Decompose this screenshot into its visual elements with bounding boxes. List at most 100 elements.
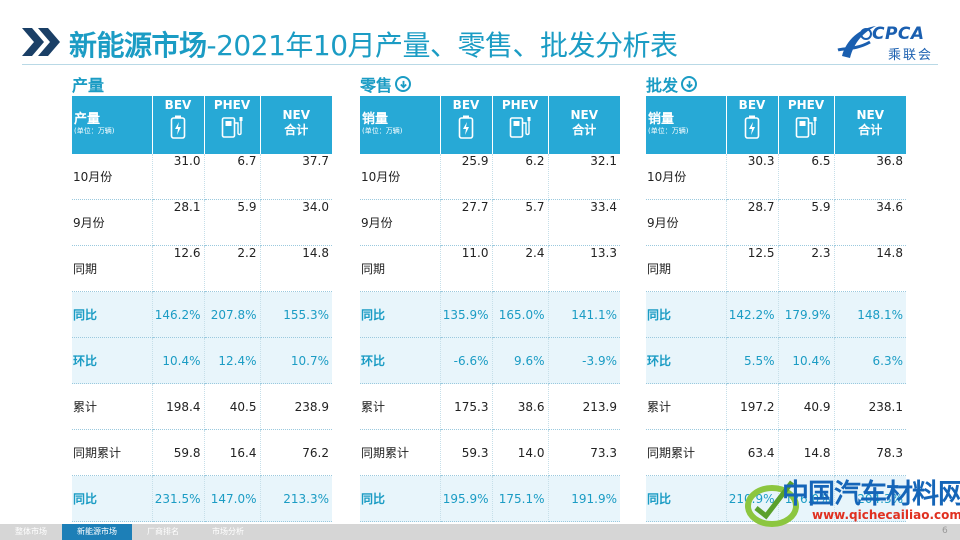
row-label: 同期 <box>646 245 727 292</box>
row-label: 同比 <box>646 291 727 338</box>
cell-phev: 6.7 <box>204 154 261 200</box>
table-row: 累计 197.2 40.9 238.1 <box>646 383 906 430</box>
cell-nev: 76.2 <box>260 429 332 476</box>
footer-tab-nev[interactable]: 新能源市场 <box>62 524 132 540</box>
row-label: 环比 <box>72 337 153 384</box>
cell-nev: 213.9 <box>548 383 620 430</box>
row-label: 同比 <box>72 291 153 338</box>
footer-tab-overall[interactable]: 整体市场 <box>15 527 47 536</box>
cell-nev: 73.3 <box>548 429 620 476</box>
logo-subtext: 乘联会 <box>888 48 934 63</box>
cell-bev: 11.0 <box>440 245 493 292</box>
cell-nev: 204.3% <box>834 475 906 522</box>
cell-phev: 12.4% <box>204 337 261 384</box>
cell-bev: 197.2 <box>726 383 779 430</box>
cell-phev: 5.7 <box>492 199 549 246</box>
cell-nev: 141.1% <box>548 291 620 338</box>
title-divider <box>22 64 938 65</box>
page-number: 6 <box>942 526 948 536</box>
table-row: 同期 11.0 2.4 13.3 <box>360 245 620 292</box>
cell-nev: 191.9% <box>548 475 620 522</box>
cell-phev: 16.4 <box>204 429 261 476</box>
watermark-swoosh-icon <box>745 480 799 527</box>
table-row: 10月份 30.3 6.5 36.8 <box>646 154 906 200</box>
table-row: 9月份 28.7 5.9 34.6 <box>646 199 906 246</box>
row-label: 累计 <box>646 383 727 430</box>
title-bar: 新能源市场-2021年10月产量、零售、批发分析表 <box>22 18 942 70</box>
cell-phev: 147.0% <box>204 475 261 522</box>
table-row: 同比 210.9% 176.0% 204.3% <box>646 475 906 522</box>
cell-nev: 13.3 <box>548 245 620 292</box>
double-chevron-icon <box>22 28 60 56</box>
table-row: 同比 135.9% 165.0% 141.1% <box>360 291 620 338</box>
cell-bev: 25.9 <box>440 154 493 200</box>
cell-bev: 63.4 <box>726 429 779 476</box>
row-label: 环比 <box>646 337 727 384</box>
cell-bev: -6.6% <box>440 337 493 384</box>
arrow-down-circle-icon <box>395 76 412 92</box>
table-row: 同比 231.5% 147.0% 213.3% <box>72 475 332 522</box>
row-label: 10月份 <box>72 154 153 200</box>
table-row: 同比 146.2% 207.8% 155.3% <box>72 291 332 338</box>
cell-nev: 148.1% <box>834 291 906 338</box>
corner-header: 产量 (单位：万辆) <box>72 96 153 154</box>
cell-nev: 238.9 <box>260 383 332 430</box>
cell-phev: 5.9 <box>204 199 261 246</box>
cell-nev: 14.8 <box>834 245 906 292</box>
cell-phev: 165.0% <box>492 291 549 338</box>
section-title-retail: 零售 <box>360 72 412 96</box>
cell-bev: 59.3 <box>440 429 493 476</box>
row-label: 累计 <box>360 383 441 430</box>
cell-phev: 176.0% <box>778 475 835 522</box>
cell-phev: 40.5 <box>204 383 261 430</box>
row-label: 环比 <box>360 337 441 384</box>
cell-nev: 14.8 <box>260 245 332 292</box>
cell-nev: 238.1 <box>834 383 906 430</box>
charging-plug-icon <box>221 117 243 138</box>
table-row: 同比 142.2% 179.9% 148.1% <box>646 291 906 338</box>
cell-nev: 10.7% <box>260 337 332 384</box>
cell-bev: 12.5 <box>726 245 779 292</box>
table-row: 9月份 28.1 5.9 34.0 <box>72 199 332 246</box>
corner-header: 销量 (单位：万辆) <box>646 96 727 154</box>
cell-bev: 210.9% <box>726 475 779 522</box>
cell-bev: 135.9% <box>440 291 493 338</box>
cell-bev: 31.0 <box>152 154 205 200</box>
row-label: 同期累计 <box>72 429 153 476</box>
row-label: 9月份 <box>360 199 441 246</box>
cell-phev: 9.6% <box>492 337 549 384</box>
charging-plug-icon <box>795 117 817 138</box>
row-label: 9月份 <box>72 199 153 246</box>
table-row: 同期 12.5 2.3 14.8 <box>646 245 906 292</box>
wholesale-table: 销量 (单位：万辆) BEV PHEV NEV 合计 10月份 30.3 6.5 36.8 9月份 2… <box>646 96 906 522</box>
table-row: 同比 195.9% 175.1% 191.9% <box>360 475 620 522</box>
row-label: 同比 <box>646 475 727 522</box>
table-row: 同期累计 59.3 14.0 73.3 <box>360 429 620 476</box>
cell-phev: 6.5 <box>778 154 835 200</box>
battery-icon <box>458 115 474 139</box>
row-label: 累计 <box>72 383 153 430</box>
row-label: 9月份 <box>646 199 727 246</box>
charging-plug-icon <box>509 117 531 138</box>
cell-nev: 78.3 <box>834 429 906 476</box>
footer-tab-ranking[interactable]: 厂商排名 <box>147 527 179 536</box>
table-row: 累计 198.4 40.5 238.9 <box>72 383 332 430</box>
watermark-url: www.qichecailiao.com <box>812 508 960 522</box>
footer-tab-analysis[interactable]: 市场分析 <box>212 527 244 536</box>
cell-nev: 155.3% <box>260 291 332 338</box>
cell-bev: 30.3 <box>726 154 779 200</box>
cell-phev: 14.0 <box>492 429 549 476</box>
cell-phev: 10.4% <box>778 337 835 384</box>
watermark-text: 中国汽车材料网 <box>782 479 960 510</box>
cell-phev: 175.1% <box>492 475 549 522</box>
table-row: 环比 -6.6% 9.6% -3.9% <box>360 337 620 384</box>
table-row: 同期累计 59.8 16.4 76.2 <box>72 429 332 476</box>
col-header-phev: PHEV <box>204 96 261 154</box>
row-label: 10月份 <box>646 154 727 200</box>
cell-phev: 2.2 <box>204 245 261 292</box>
battery-icon <box>744 115 760 139</box>
cell-bev: 10.4% <box>152 337 205 384</box>
cell-nev: 32.1 <box>548 154 620 200</box>
col-header-phev: PHEV <box>778 96 835 154</box>
col-header-bev: BEV <box>152 96 205 154</box>
